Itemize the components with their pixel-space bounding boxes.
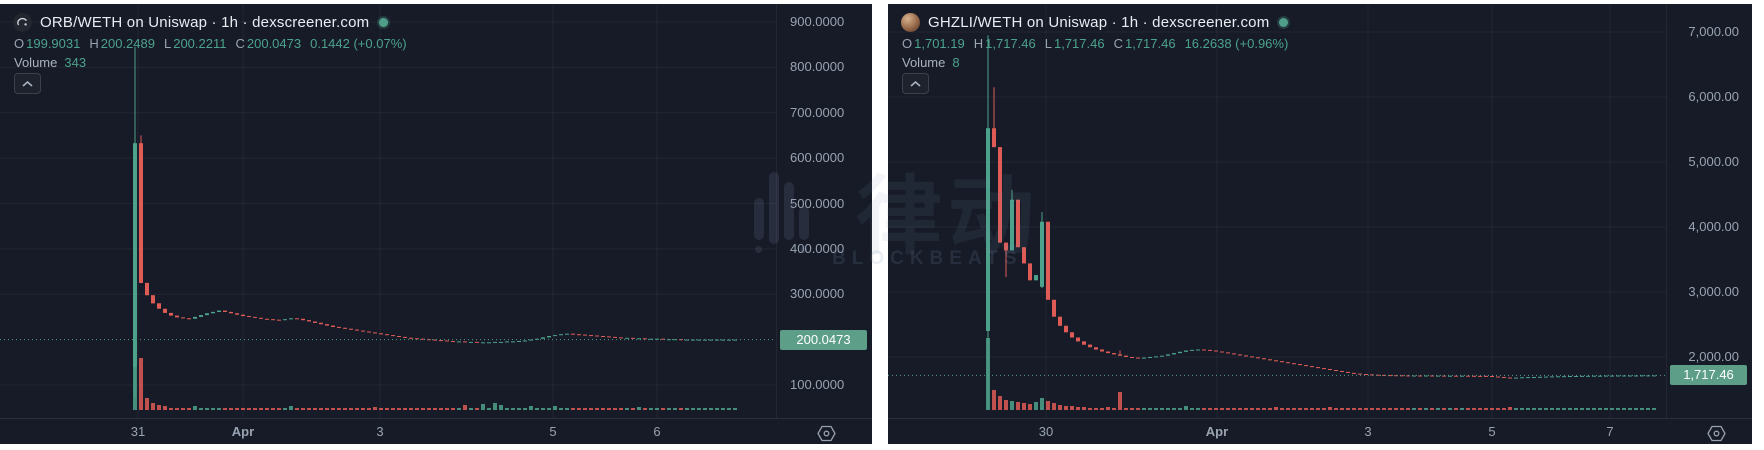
y-tick-label: 6,000.00 bbox=[1688, 89, 1739, 104]
y-tick-label: 2,000.00 bbox=[1688, 349, 1739, 364]
y-tick-label: 500.0000 bbox=[790, 195, 845, 211]
ohlc-high-key: H bbox=[973, 36, 984, 51]
time-scale[interactable]: 30 Apr 3 5 7 bbox=[888, 418, 1752, 444]
x-tick-label: 5 bbox=[549, 424, 557, 439]
x-tick-label: 30 bbox=[1038, 424, 1054, 439]
x-tick-label: 5 bbox=[1488, 424, 1496, 439]
pair-token-icon bbox=[13, 13, 32, 32]
x-tick-label: Apr bbox=[231, 424, 255, 439]
volume-key: Volume bbox=[902, 55, 946, 70]
volume-readout: Volume 343 bbox=[14, 55, 86, 70]
collapse-legend-button[interactable] bbox=[14, 73, 41, 94]
ohlc-low-value: 200.2211 bbox=[173, 36, 227, 51]
ohlc-change-value: 16.2638 (+0.96%) bbox=[1184, 36, 1289, 51]
volume-value: 343 bbox=[64, 55, 87, 70]
ohlc-close-value: 200.0473 bbox=[246, 36, 302, 51]
collapse-legend-button[interactable] bbox=[902, 73, 929, 94]
y-tick-label: 400.0000 bbox=[790, 240, 845, 256]
ohlc-readout: O 199.9031 H 200.2489 L 200.2211 C 200.0473 0.14… bbox=[14, 36, 416, 51]
settings-gear-icon[interactable] bbox=[1705, 424, 1727, 442]
ohlc-high-value: 200.2489 bbox=[100, 36, 155, 51]
ohlc-close-value: 1,717.46 bbox=[1124, 36, 1176, 51]
x-tick-label: 31 bbox=[130, 424, 146, 439]
ohlc-low-value: 1,717.46 bbox=[1053, 36, 1105, 51]
ohlc-close-key: C bbox=[235, 36, 245, 51]
ohlc-open-value: 199.9031 bbox=[26, 36, 81, 51]
y-tick-label: 600.0000 bbox=[790, 150, 845, 166]
y-tick-label: 7,000.00 bbox=[1688, 24, 1739, 39]
pair-avatar-icon bbox=[901, 13, 920, 32]
x-tick-label: 3 bbox=[1364, 424, 1372, 439]
x-tick-label: 7 bbox=[1606, 424, 1614, 439]
y-tick-label: 900.0000 bbox=[790, 14, 845, 29]
ohlc-open-key: O bbox=[14, 36, 25, 51]
y-tick-label: 3,000.00 bbox=[1688, 284, 1739, 299]
price-pane[interactable] bbox=[0, 4, 776, 418]
y-tick-label: 4,000.00 bbox=[1688, 219, 1739, 234]
current-price-label: 200.0473 bbox=[780, 329, 867, 350]
time-scale[interactable]: 31 Apr 3 5 6 bbox=[0, 418, 872, 444]
x-tick-label: Apr bbox=[1205, 424, 1229, 439]
x-tick-label: 3 bbox=[376, 424, 384, 439]
live-status-dot-icon bbox=[1279, 18, 1289, 27]
volume-readout: Volume 8 bbox=[902, 55, 960, 70]
price-scale[interactable]: 900.0000 800.0000 700.0000 600.0000 500.0000… bbox=[776, 4, 872, 418]
candles-svg bbox=[888, 4, 1666, 418]
candles-svg bbox=[0, 4, 776, 418]
ohlc-close-key: C bbox=[1113, 36, 1123, 51]
chart-title: GHZLI/WETH on Uniswap · 1h · dexscreener… bbox=[928, 14, 1270, 31]
ohlc-change-value: 0.1442 (+0.07%) bbox=[310, 36, 407, 51]
live-status-dot-icon bbox=[379, 18, 389, 27]
chart-title: ORB/WETH on Uniswap · 1h · dexscreener.c… bbox=[40, 14, 370, 31]
ohlc-low-key: L bbox=[1044, 36, 1052, 51]
price-scale[interactable]: 7,000.00 6,000.00 5,000.00 4,000.00 3,000.00… bbox=[1666, 4, 1752, 418]
y-tick-label: 100.0000 bbox=[790, 377, 845, 392]
y-tick-label: 5,000.00 bbox=[1688, 154, 1739, 169]
ohlc-high-value: 1,717.46 bbox=[985, 36, 1036, 51]
ohlc-open-value: 1,701.19 bbox=[914, 36, 965, 51]
ohlc-readout: O 1,701.19 H 1,717.46 L 1,717.46 C 1,717.46 16.2… bbox=[902, 36, 1297, 51]
chevron-up-icon bbox=[22, 80, 33, 87]
y-tick-label: 800.0000 bbox=[790, 59, 845, 75]
y-tick-label: 300.0000 bbox=[790, 286, 845, 302]
price-pane[interactable] bbox=[888, 4, 1666, 418]
settings-gear-icon[interactable] bbox=[815, 424, 837, 442]
ohlc-high-key: H bbox=[89, 36, 99, 51]
y-tick-label: 700.0000 bbox=[790, 104, 845, 120]
chart-panel-ghzli-weth: GHZLI/WETH on Uniswap · 1h · dexscreener… bbox=[888, 4, 1752, 444]
current-price-label: 1,717.46 bbox=[1670, 365, 1747, 386]
ohlc-open-key: O bbox=[902, 36, 913, 51]
ohlc-low-key: L bbox=[163, 36, 172, 51]
volume-key: Volume bbox=[14, 55, 58, 70]
x-tick-label: 6 bbox=[653, 424, 661, 439]
chevron-up-icon bbox=[910, 80, 921, 87]
chart-panel-orb-weth: ORB/WETH on Uniswap · 1h · dexscreener.c… bbox=[0, 4, 872, 444]
volume-value: 8 bbox=[952, 55, 960, 70]
